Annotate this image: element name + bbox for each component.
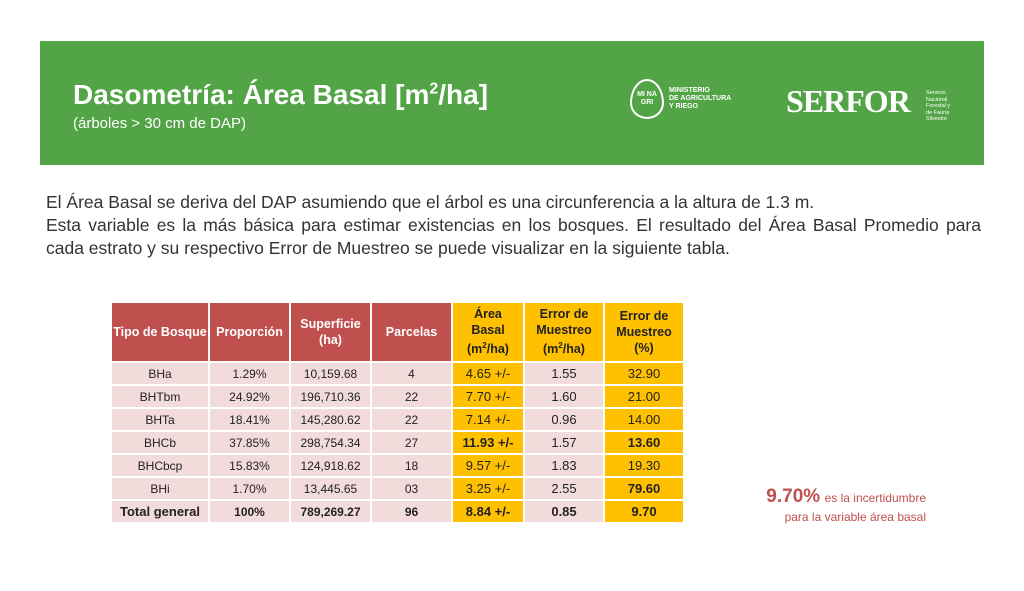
- serfor-logo: SERFOR: [786, 83, 911, 119]
- title-banner: Dasometría: Área Basal [m2/ha] (árboles …: [40, 41, 984, 165]
- header-proporcion: Proporción: [210, 303, 289, 361]
- minagri-logo: MI NA GRI MINISTERIO DE AGRICULTURA Y RI…: [630, 79, 731, 119]
- table-row: BHCbcp 15.83% 124,918.62 18 9.57 +/- 1.83 19.3…: [112, 455, 683, 476]
- basal-area-table: Tipo de Bosque Proporción Superficie (ha…: [110, 301, 685, 524]
- table-row: BHTbm 24.92% 196,710.36 22 7.70 +/- 1.60 21.00: [112, 386, 683, 407]
- table-row: BHa 1.29% 10,159.68 4 4.65 +/- 1.55 32.90: [112, 363, 683, 384]
- header-error-pct: Error de Muestreo (%): [605, 303, 683, 361]
- header-superficie: Superficie (ha): [291, 303, 370, 361]
- header-area-basal: Área Basal (m2/ha): [453, 303, 523, 361]
- header-parcelas: Parcelas: [372, 303, 451, 361]
- slide-title: Dasometría: Área Basal [m2/ha]: [73, 79, 489, 110]
- header-tipo: Tipo de Bosque: [112, 303, 208, 361]
- minagri-drop-icon: MI NA GRI: [630, 79, 664, 119]
- slide-subtitle: (árboles > 30 cm de DAP): [73, 115, 246, 132]
- table-row: BHCb 37.85% 298,754.34 27 11.93 +/- 1.57 13.60: [112, 432, 683, 453]
- uncertainty-value: 9.70%: [766, 486, 821, 507]
- intro-text: El Área Basal se deriva del DAP asumiend…: [46, 192, 981, 258]
- uncertainty-note: 9.70% es la incertidumbre para la variab…: [766, 486, 926, 524]
- table-row: BHTa 18.41% 145,280.62 22 7.14 +/- 0.96 14.00: [112, 409, 683, 430]
- table-total-row: Total general 100% 789,269.27 96 8.84 +/- 0.8…: [112, 501, 683, 522]
- table-row: BHi 1.70% 13,445.65 03 3.25 +/- 2.55 79.60: [112, 478, 683, 499]
- serfor-tagline: Servicio Nacional Forestal y de Fauna Si…: [926, 90, 951, 122]
- header-error-m2: Error de Muestreo (m2/ha): [525, 303, 603, 361]
